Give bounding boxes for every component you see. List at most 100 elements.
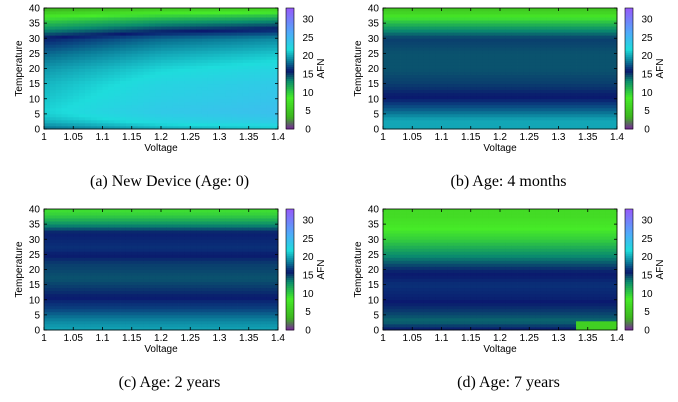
- heatmap-cell: [581, 110, 589, 115]
- heatmap-cell: [161, 14, 168, 18]
- heatmap-cell: [266, 125, 273, 130]
- heatmap-cell: [114, 239, 121, 243]
- heatmap-cell: [429, 122, 437, 127]
- heatmap-cell: [207, 107, 215, 112]
- heatmap-cell: [476, 110, 483, 115]
- heatmap-cell: [488, 47, 495, 51]
- heatmap-cell: [137, 227, 144, 231]
- heatmap-cell: [125, 320, 133, 325]
- heatmap-cell: [482, 107, 489, 112]
- heatmap-cell: [400, 62, 407, 66]
- heatmap-cell: [84, 38, 92, 42]
- heatmap-cell: [61, 116, 68, 121]
- heatmap-cell: [213, 125, 220, 130]
- heatmap-cell: [84, 17, 92, 21]
- heatmap-cell: [540, 29, 548, 33]
- heatmap-cell: [49, 11, 57, 15]
- heatmap-cell: [552, 8, 559, 12]
- heatmap-cell: [207, 71, 215, 75]
- heatmap-cell: [125, 278, 133, 282]
- heatmap-cell: [418, 107, 425, 112]
- heatmap-cell: [201, 11, 209, 15]
- heatmap-cell: [184, 56, 191, 60]
- heatmap-cell: [131, 35, 138, 39]
- heatmap-cell: [225, 14, 232, 18]
- heatmap-cell: [108, 278, 115, 282]
- heatmap-cell: [581, 101, 589, 106]
- heatmap-cell: [55, 95, 62, 100]
- heatmap-cell: [161, 29, 168, 33]
- colorbar-step: [286, 84, 294, 88]
- heatmap-cell: [587, 83, 594, 88]
- heatmap-cell: [242, 29, 250, 33]
- heatmap-cell: [570, 122, 577, 127]
- heatmap-cell: [55, 26, 62, 30]
- heatmap-cell: [125, 122, 133, 127]
- heatmap-cell: [242, 233, 250, 237]
- heatmap-cell: [599, 50, 606, 54]
- heatmap-cell: [383, 20, 390, 24]
- y-tick-label: 35: [29, 19, 41, 30]
- heatmap-cell: [505, 119, 513, 124]
- heatmap-cell: [540, 62, 548, 66]
- heatmap-cell: [79, 29, 86, 33]
- heatmap-cell: [84, 59, 92, 63]
- heatmap-cell: [49, 281, 57, 286]
- heatmap-cell: [219, 116, 226, 121]
- heatmap-cell: [90, 275, 98, 279]
- heatmap-cell: [441, 83, 448, 88]
- heatmap-cell: [61, 296, 68, 301]
- heatmap-cell: [114, 110, 121, 115]
- heatmap-cell: [388, 8, 396, 12]
- heatmap-cell: [412, 50, 419, 54]
- heatmap-cell: [196, 227, 203, 231]
- heatmap-cell: [260, 311, 267, 316]
- heatmap-cell: [196, 86, 203, 91]
- heatmap-cell: [73, 20, 80, 24]
- heatmap-cell: [500, 116, 507, 121]
- heatmap-cell: [564, 50, 571, 54]
- heatmap-cell: [394, 32, 401, 36]
- heatmap-cell: [418, 8, 425, 12]
- heatmap-cell: [599, 86, 606, 91]
- heatmap-cell: [260, 113, 267, 118]
- heatmap-cell: [260, 287, 267, 292]
- heatmap-cell: [161, 278, 168, 282]
- heatmap-cell: [453, 86, 460, 91]
- heatmap-cell: [406, 83, 413, 88]
- heatmap-cell: [166, 272, 174, 276]
- heatmap-cell: [201, 101, 209, 106]
- heatmap-cell: [242, 218, 250, 222]
- heatmap-cell: [394, 98, 401, 103]
- heatmap-cell: [67, 113, 74, 118]
- heatmap-cell: [242, 50, 250, 54]
- heatmap-cell: [49, 29, 57, 33]
- heatmap-cell: [219, 11, 226, 15]
- heatmap-cell: [593, 122, 600, 127]
- heatmap-cell: [143, 29, 150, 33]
- heatmap-cell: [73, 98, 80, 103]
- heatmap-cell: [482, 50, 489, 54]
- heatmap-cell: [201, 110, 209, 115]
- heatmap-cell: [593, 29, 600, 33]
- heatmap-cell: [400, 89, 407, 94]
- heatmap-cell: [511, 92, 518, 97]
- heatmap-cell: [125, 266, 133, 270]
- heatmap-cell: [184, 68, 191, 72]
- heatmap-cell: [219, 305, 226, 310]
- heatmap-cell: [611, 38, 618, 42]
- heatmap-cell: [225, 254, 232, 258]
- heatmap-cell: [196, 104, 203, 109]
- heatmap-cell: [266, 299, 273, 304]
- heatmap-cell: [459, 53, 466, 57]
- heatmap-cell: [242, 38, 250, 42]
- heatmap-cell: [207, 305, 215, 310]
- heatmap-cell: [61, 233, 68, 237]
- heatmap-cell: [201, 20, 209, 24]
- heatmap-cell: [143, 287, 150, 292]
- heatmap-cell: [225, 110, 232, 115]
- heatmap-cell: [114, 98, 121, 103]
- heatmap-cell: [540, 26, 548, 30]
- heatmap-cell: [231, 26, 238, 30]
- heatmap-cell: [272, 44, 279, 48]
